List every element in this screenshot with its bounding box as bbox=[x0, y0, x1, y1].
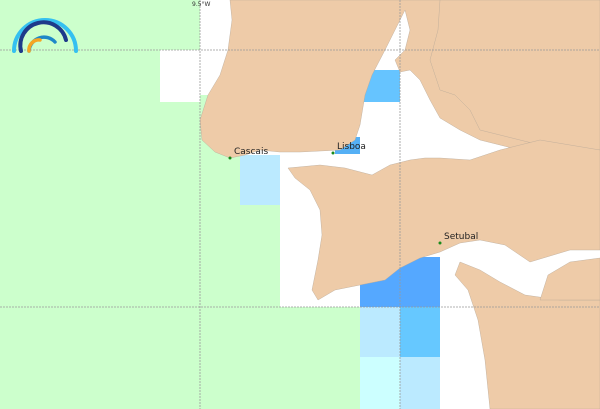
cell-blue bbox=[400, 257, 440, 307]
land bbox=[199, 0, 600, 409]
place-label: Cascais bbox=[234, 147, 268, 157]
graticule-label: 9.5°W bbox=[192, 1, 211, 8]
place-dot bbox=[228, 156, 232, 160]
land-setubal-peninsula bbox=[287, 139, 600, 301]
cell-light-blue bbox=[400, 357, 440, 409]
land-south bbox=[454, 261, 600, 409]
land-troia bbox=[539, 257, 600, 301]
place-label: Setubal bbox=[444, 232, 478, 242]
land-north-east bbox=[429, 0, 600, 151]
place-cascais[interactable]: Cascais bbox=[228, 147, 269, 160]
place-label: Lisboa bbox=[337, 142, 366, 152]
cell-light-blue bbox=[360, 307, 400, 357]
cell-green bbox=[280, 307, 360, 409]
place-setubal[interactable]: Setubal bbox=[438, 232, 479, 245]
cell-mid-blue bbox=[400, 307, 440, 357]
arc-waves-logo bbox=[12, 18, 78, 53]
cell-white bbox=[160, 50, 200, 102]
place-dot bbox=[438, 241, 442, 245]
place-dot bbox=[331, 151, 335, 155]
place-lisboa[interactable]: Lisboa bbox=[331, 142, 366, 155]
cell-light-blue bbox=[240, 155, 280, 205]
cell-cyan bbox=[360, 357, 400, 409]
